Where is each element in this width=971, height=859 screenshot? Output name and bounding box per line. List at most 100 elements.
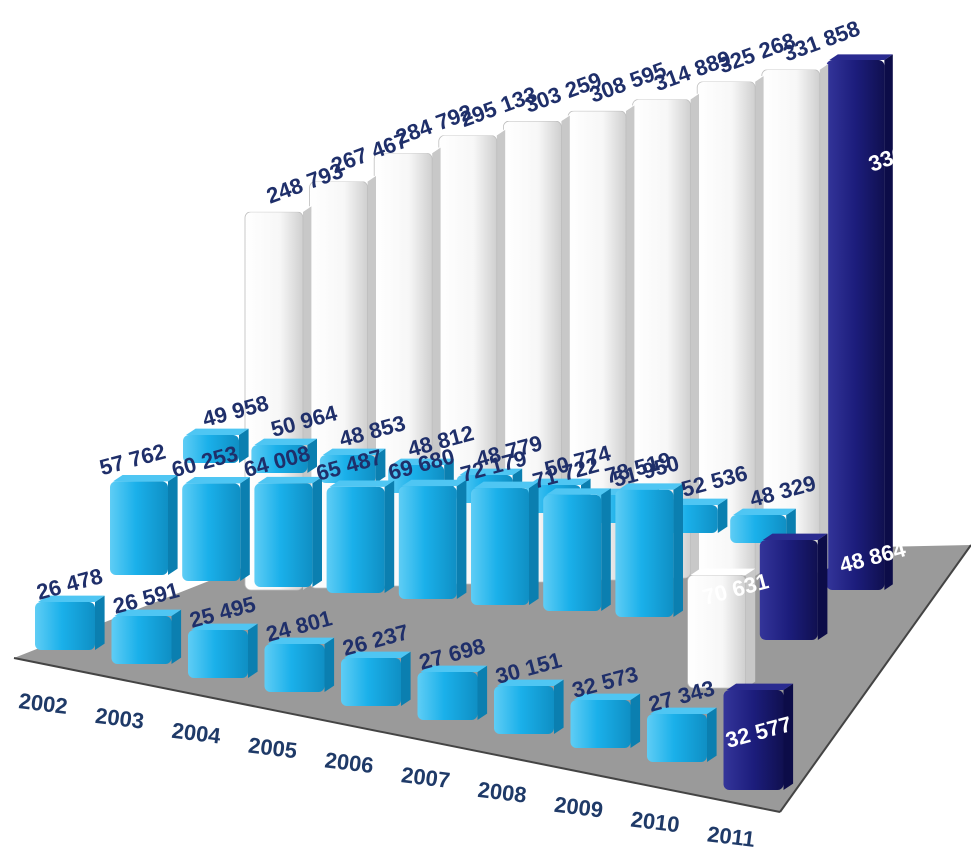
bar-side [168, 475, 178, 575]
bar-2003-s1 [182, 476, 250, 581]
bar-top [38, 595, 105, 602]
bar-2008-s0 [494, 679, 564, 734]
bar-top [312, 175, 376, 182]
bar-top [506, 115, 570, 122]
bar-top [497, 679, 564, 686]
bar-side [248, 623, 258, 678]
bar-top [267, 637, 335, 644]
bar-side [401, 651, 411, 706]
bar-side [554, 679, 564, 734]
category-label: 2005 [247, 733, 299, 764]
bar-top [248, 206, 312, 212]
bar-front [251, 445, 308, 473]
bar-side [456, 479, 467, 599]
bar-side [717, 498, 728, 533]
bar-2009-s1 [615, 483, 683, 617]
bar-side [745, 568, 756, 688]
bar-side [384, 480, 395, 593]
bar-front [319, 455, 376, 483]
bar-top [829, 54, 893, 60]
bar-front [570, 700, 631, 748]
bar-side [819, 63, 829, 575]
bar-top [254, 438, 317, 445]
bar-side [673, 483, 683, 617]
bar-side [626, 105, 635, 580]
bar-2005-s0 [264, 637, 335, 692]
bar-front [417, 672, 478, 720]
bar-front [615, 489, 674, 617]
bar-front [826, 60, 885, 590]
bar-side [601, 488, 611, 611]
bar-top [185, 476, 250, 484]
category-label: 2004 [170, 718, 222, 749]
category-label: 2010 [629, 807, 681, 838]
bar-top [186, 428, 249, 435]
bar-front [264, 644, 325, 692]
bar-top [257, 476, 322, 484]
bar-side [240, 476, 250, 581]
bar-side [707, 707, 717, 762]
category-label: 2007 [400, 762, 452, 793]
bar-top [726, 683, 794, 690]
bar-2003-s2 [251, 438, 317, 473]
category-label: 2006 [323, 747, 375, 778]
bar-side [312, 476, 322, 587]
bar-side [529, 481, 539, 605]
bar-2011-s1 [759, 533, 828, 640]
bar-top [528, 478, 591, 485]
bar-2006-s3 [502, 115, 570, 583]
bar-top [191, 623, 258, 630]
bar-side [307, 438, 317, 473]
bar-top [420, 665, 488, 672]
bar-top [733, 508, 796, 515]
bar-top [391, 458, 454, 465]
bar-2002-s1 [110, 475, 178, 575]
bar-top [401, 479, 467, 487]
bar-front [494, 686, 554, 734]
bar-2011-s3 [826, 54, 893, 590]
bar-front [341, 658, 401, 706]
bar-2004-s0 [188, 623, 258, 678]
bar-side [755, 75, 764, 576]
chart-bars [35, 54, 893, 790]
bar-side [630, 693, 641, 748]
bar-top [114, 609, 182, 616]
bar-front [183, 435, 239, 463]
bar-front [35, 602, 95, 650]
bar-front [182, 483, 241, 581]
bar-top [700, 75, 764, 82]
bar-2004-s2 [319, 448, 386, 483]
bar-2004-s1 [254, 476, 322, 587]
category-label: 2002 [17, 688, 69, 719]
bar-top [474, 481, 539, 489]
bar-front [398, 486, 457, 599]
bar-front [111, 616, 172, 664]
bar-top [344, 651, 411, 658]
bar-2003-s0 [111, 609, 182, 664]
bar-2006-s0 [341, 651, 411, 706]
bar-2011-s0 [723, 683, 794, 790]
bar-side [783, 683, 794, 790]
bar-side [171, 609, 182, 664]
bar-top [573, 693, 641, 700]
category-label: 2008 [476, 777, 528, 808]
bar-side [95, 595, 105, 650]
floor-right-edge [779, 544, 971, 813]
bar-front [759, 540, 818, 640]
bar-top [618, 483, 683, 490]
bar-side [884, 54, 893, 590]
bar-2002-s2 [183, 428, 249, 463]
category-label: 2003 [94, 703, 146, 734]
bar-2005-s1 [326, 480, 395, 593]
bar-top [377, 147, 441, 154]
bar-top [571, 105, 635, 111]
bar-top [546, 488, 611, 495]
bar-top [690, 568, 756, 575]
bar-front [543, 494, 602, 611]
bar-2007-s3 [567, 105, 635, 581]
bar-2008-s1 [543, 488, 611, 611]
bar-side [477, 665, 488, 720]
bar-side [324, 637, 335, 692]
bar-top [322, 448, 386, 455]
